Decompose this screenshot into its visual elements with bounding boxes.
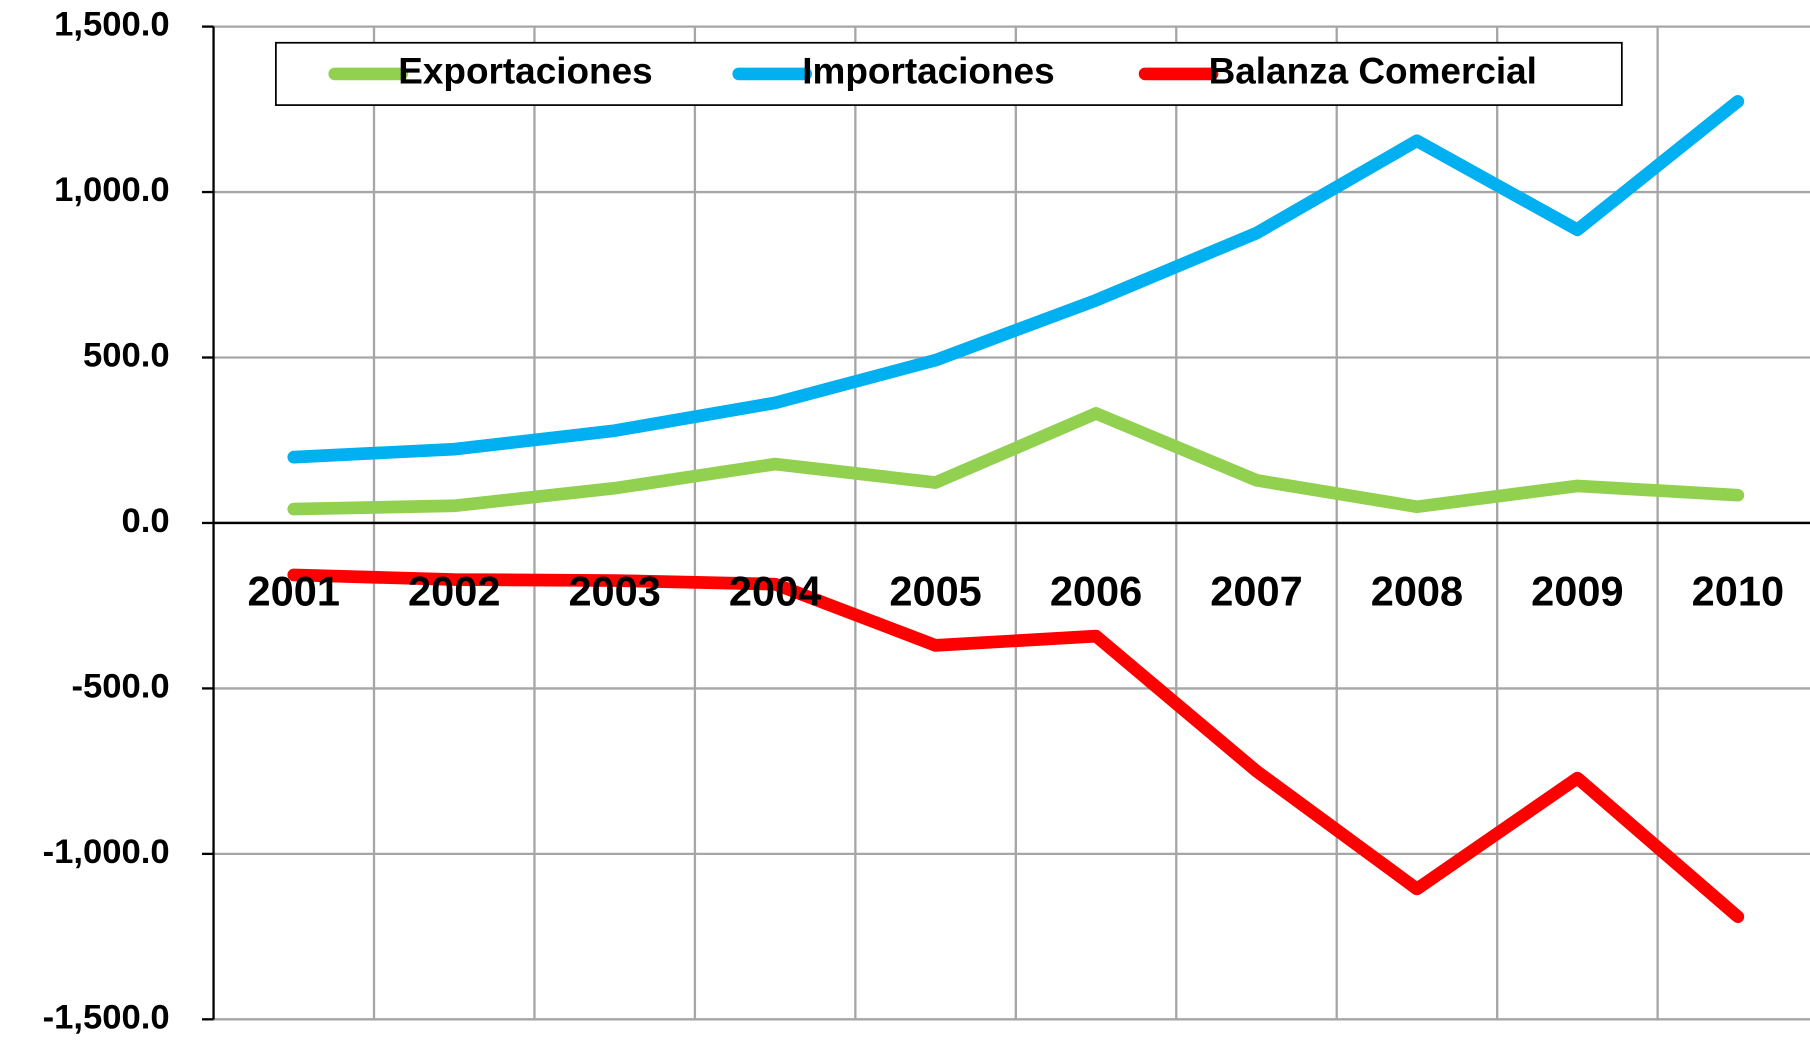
x-tick-label: 2010 bbox=[1692, 568, 1784, 615]
x-tick-label: 2003 bbox=[568, 568, 660, 615]
y-tick-label: -1,500.0 bbox=[43, 998, 170, 1036]
x-tick-label: 2008 bbox=[1371, 568, 1463, 615]
series-line bbox=[287, 407, 1745, 516]
legend-box bbox=[275, 41, 1623, 106]
x-tick-label: 2006 bbox=[1050, 568, 1142, 615]
legend: Exportaciones Importaciones Balanza Comerc… bbox=[275, 41, 1623, 106]
series-line bbox=[287, 568, 1745, 924]
y-tick-label: 500.0 bbox=[83, 337, 170, 375]
x-tick-label: 2004 bbox=[729, 568, 821, 615]
y-tick-label: 1,500.0 bbox=[54, 6, 170, 44]
y-tick-label: 1,000.0 bbox=[54, 171, 170, 209]
x-tick-label: 2002 bbox=[408, 568, 500, 615]
x-tick-label: 2007 bbox=[1210, 568, 1302, 615]
x-tick-label: 2001 bbox=[248, 568, 340, 615]
legend-label: Balanza Comercial bbox=[1209, 51, 1537, 92]
series-line bbox=[287, 95, 1745, 464]
legend-label: Importaciones bbox=[802, 51, 1054, 92]
y-tick-label: 0.0 bbox=[122, 502, 170, 540]
lines bbox=[287, 95, 1745, 924]
x-tick-label: 2009 bbox=[1531, 568, 1623, 615]
legend-label: Exportaciones bbox=[398, 51, 652, 92]
grid bbox=[202, 25, 1810, 1021]
x-tick-label: 2005 bbox=[889, 568, 981, 615]
y-tick-label: -500.0 bbox=[72, 668, 170, 706]
labels: -1,500.0 -1,000.0 -500.0 0.0 500.0 1,000.0 1,5… bbox=[43, 6, 1784, 1037]
y-tick-label: -1,000.0 bbox=[43, 833, 170, 871]
